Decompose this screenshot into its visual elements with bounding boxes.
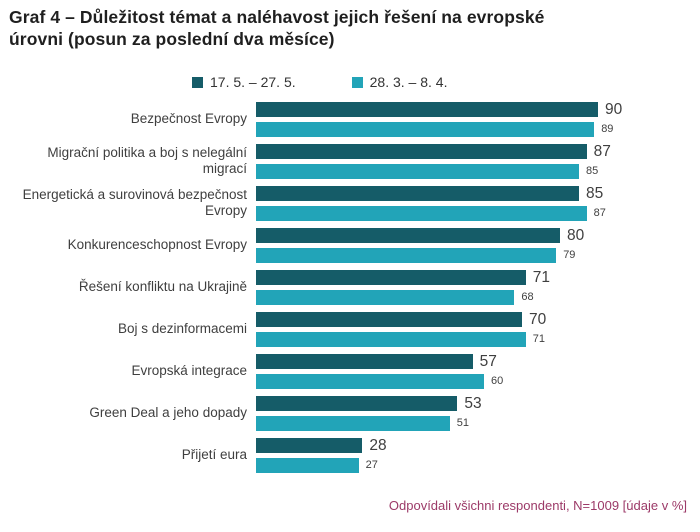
- category-label: Konkurenceschopnost Evropy: [67, 236, 247, 252]
- category-label: Bezpečnost Evropy: [130, 110, 247, 126]
- bar-value-series1: 80: [567, 226, 585, 244]
- legend-label-series1: 17. 5. – 27. 5.: [210, 74, 296, 90]
- chart-title: Graf 4 – Důležitost témat a naléhavost j…: [9, 6, 659, 50]
- bar-group: 53 51: [256, 395, 700, 431]
- bar-value-series1: 87: [593, 142, 611, 160]
- bar-group: 85 87: [256, 185, 700, 221]
- bar-group: 57 60: [256, 353, 700, 389]
- bar-value-series2: 89: [601, 123, 614, 135]
- chart-row: Migrační politika a boj s nelegální migr…: [0, 143, 700, 179]
- bar-value-series2: 79: [563, 249, 576, 261]
- bar-line: 71: [256, 269, 700, 287]
- bar-value-series2: 51: [456, 417, 470, 429]
- bar-series2: [256, 163, 579, 179]
- bar-group: 70 71: [256, 311, 700, 347]
- bar-value-series2: 68: [521, 291, 534, 303]
- bar-value-series2: 27: [365, 459, 378, 471]
- bar-group: 87 85: [256, 143, 700, 179]
- chart-row: Konkurenceschopnost Evropy 80 79: [0, 227, 700, 263]
- chart-row: Řešení konfliktu na Ukrajině 71 68: [0, 269, 700, 305]
- bar-series2: [256, 121, 595, 137]
- category-label: Green Deal a jeho dopady: [89, 404, 247, 420]
- bar-value-series1: 71: [532, 268, 551, 286]
- bar-line: 90: [256, 101, 700, 119]
- bar-line: 89: [256, 121, 700, 137]
- bar-line: 87: [256, 205, 700, 221]
- bar-line: 53: [256, 395, 700, 413]
- bar-series1: [256, 102, 598, 117]
- bar-value-series2: 87: [593, 207, 606, 219]
- bar-series1: [256, 144, 587, 159]
- legend-item-series1: 17. 5. – 27. 5.: [192, 74, 296, 90]
- bar-line: 68: [256, 289, 700, 305]
- bar-series1: [256, 312, 522, 327]
- category-label: Energetická a surovinová bezpečnost Evro…: [22, 186, 247, 218]
- bar-series1: [256, 228, 560, 243]
- bar-series1: [256, 438, 363, 453]
- bar-line: 28: [256, 437, 700, 455]
- chart-row: Bezpečnost Evropy 90 89: [0, 101, 700, 137]
- bar-line: 70: [256, 311, 700, 329]
- bar-line: 79: [256, 247, 700, 263]
- bar-group: 28 27: [256, 437, 700, 473]
- bar-line: 85: [256, 163, 700, 179]
- bar-value-series2: 60: [491, 375, 504, 387]
- bar-series1: [256, 186, 579, 201]
- bar-line: 80: [256, 227, 700, 245]
- category-label: Boj s dezinformacemi: [117, 320, 247, 336]
- bar-series2: [256, 415, 450, 431]
- category-label: Přijetí eura: [181, 446, 247, 462]
- bar-value-series1: 90: [605, 100, 623, 118]
- bar-series2: [256, 457, 359, 473]
- legend-label-series2: 28. 3. – 8. 4.: [369, 74, 448, 90]
- legend-swatch-series1-icon: [192, 76, 203, 88]
- bar-line: 51: [256, 415, 700, 431]
- chart-legend: 17. 5. – 27. 5. 28. 3. – 8. 4.: [192, 74, 447, 90]
- bar-series2: [256, 331, 526, 347]
- bar-value-series1: 85: [586, 184, 604, 202]
- bar-series1: [256, 396, 458, 411]
- bar-value-series1: 70: [529, 310, 547, 328]
- bar-value-series2: 71: [532, 333, 546, 345]
- category-label: Migrační politika a boj s nelegální migr…: [47, 144, 247, 176]
- bar-group: 90 89: [256, 101, 700, 137]
- bar-line: 27: [256, 457, 700, 473]
- bar-line: 57: [256, 353, 700, 371]
- chart-row: Evropská integrace 57 60: [0, 353, 700, 389]
- bar-line: 87: [256, 143, 700, 161]
- bar-series2: [256, 205, 587, 221]
- bar-series1: [256, 270, 526, 285]
- chart-title-line2: úrovni (posun za poslední dva měsíce): [9, 29, 335, 49]
- bar-series2: [256, 247, 557, 263]
- bar-group: 80 79: [256, 227, 700, 263]
- bar-value-series1: 53: [464, 394, 482, 412]
- category-label: Řešení konfliktu na Ukrajině: [78, 278, 247, 294]
- bar-group: 71 68: [256, 269, 700, 305]
- bar-line: 60: [256, 373, 700, 389]
- bar-series2: [256, 373, 484, 389]
- chart-row: Přijetí eura 28 27: [0, 437, 700, 473]
- bar-value-series1: 57: [479, 352, 497, 370]
- bar-value-series2: 85: [586, 165, 599, 177]
- chart-footnote: Odpovídali všichni respondenti, N=1009 […: [388, 498, 687, 513]
- legend-item-series2: 28. 3. – 8. 4.: [351, 74, 448, 90]
- chart-row: Green Deal a jeho dopady 53 51: [0, 395, 700, 431]
- bar-chart: Bezpečnost Evropy 90 89 Migrační politika a…: [0, 101, 700, 480]
- category-label: Evropská integrace: [131, 362, 247, 378]
- bar-line: 85: [256, 185, 700, 203]
- bar-value-series1: 28: [369, 436, 387, 454]
- bar-series1: [256, 354, 473, 369]
- chart-title-line1: Graf 4 – Důležitost témat a naléhavost j…: [9, 7, 545, 27]
- legend-swatch-series2-icon: [351, 76, 363, 88]
- chart-row: Boj s dezinformacemi 70 71: [0, 311, 700, 347]
- bar-line: 71: [256, 331, 700, 347]
- bar-series2: [256, 289, 515, 305]
- chart-row: Energetická a surovinová bezpečnost Evro…: [0, 185, 700, 221]
